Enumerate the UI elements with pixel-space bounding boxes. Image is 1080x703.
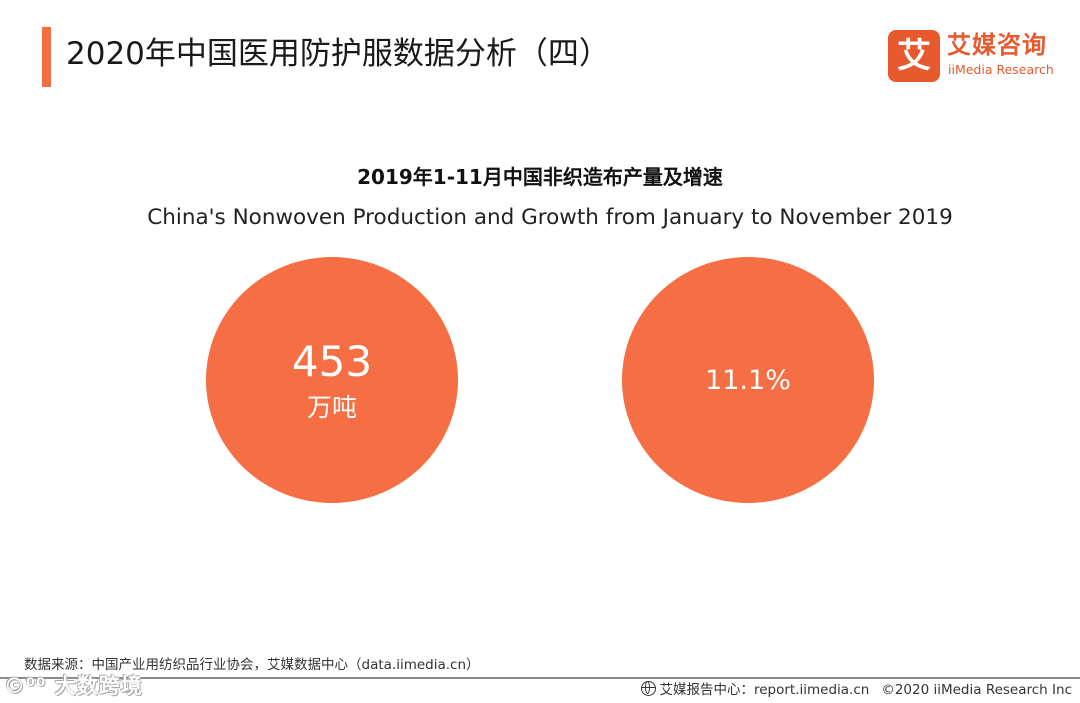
logo-mark-icon: 艾 [888,30,940,82]
chart-title-cn: 2019年1-11月中国非织造布产量及增速 [357,165,723,189]
report-center-link: 艾媒报告中心：report.iimedia.cn [659,682,870,698]
growth-value: 11.1% [705,365,791,396]
footer-right: 艾媒报告中心：report.iimedia.cn ©2020 iiMedia Re… [641,680,1072,700]
production-circle: 453 万吨 [206,257,458,503]
production-unit: 万吨 [306,393,357,422]
growth-circle: 11.1% [622,257,874,503]
production-value: 453 [291,337,373,386]
title-accent-bar [42,27,51,87]
watermark: ©⁰⁰ 大数跨境 [4,674,143,698]
logo-name-cn: 艾媒咨询 [947,31,1047,59]
footer-divider [0,677,1080,679]
source-note: 数据来源：中国产业用纺织品行业协会，艾媒数据中心（data.iimedia.cn… [24,657,480,673]
iimedia-logo: 艾 艾媒咨询 iiMedia Research [888,30,1060,82]
copyright: ©2020 iiMedia Research Inc [881,682,1072,698]
globe-icon [641,681,657,696]
logo-name-en: iiMedia Research [948,62,1054,77]
page-title: 2020年中国医用防护服数据分析（四） [66,36,610,72]
chart-title-en: China's Nonwoven Production and Growth f… [147,205,953,230]
